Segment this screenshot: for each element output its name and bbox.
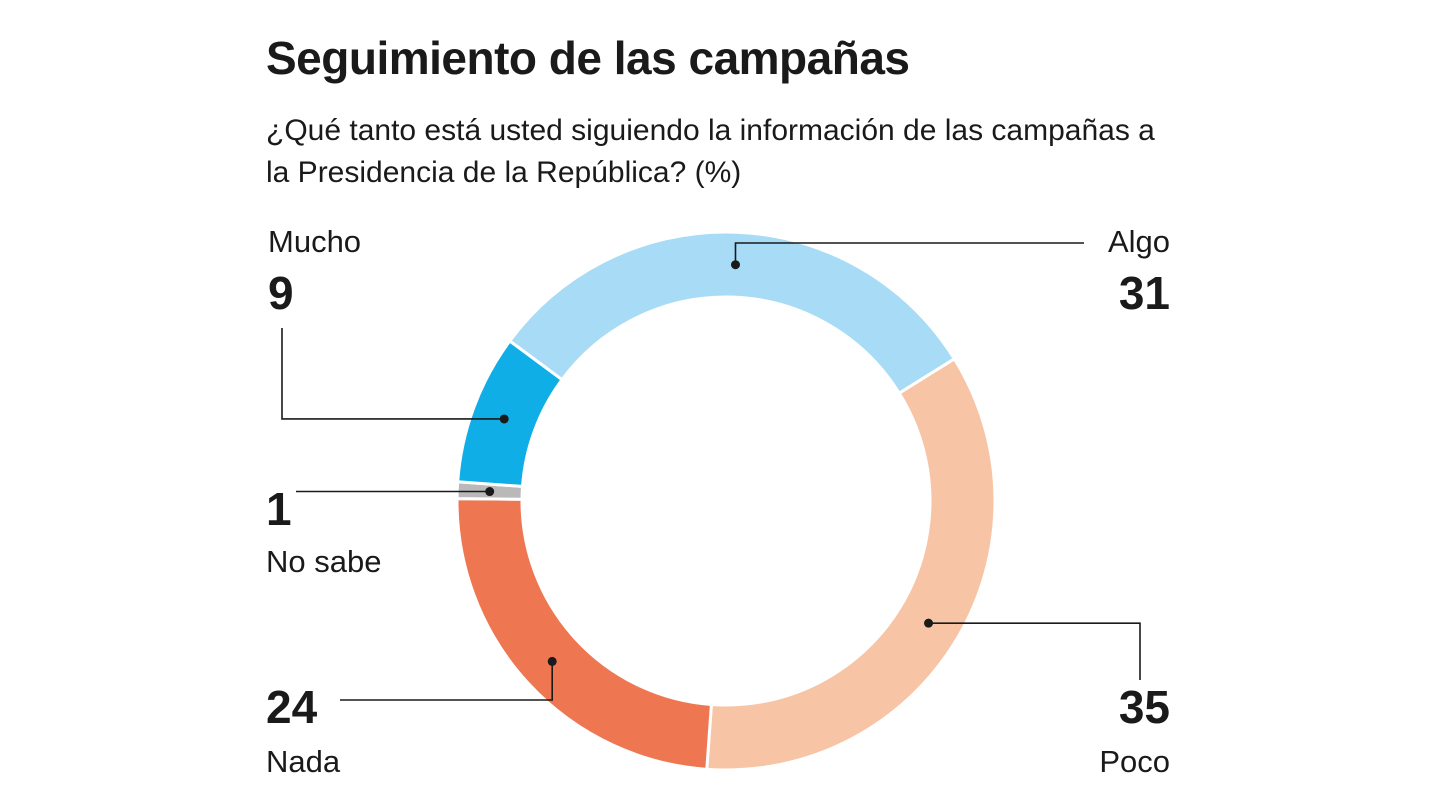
chart-subtitle: ¿Qué tanto está usted siguiendo la infor… xyxy=(266,114,1155,189)
label-poco-value: 35 xyxy=(1118,681,1170,733)
label-nosabe-category: No sabe xyxy=(266,544,382,579)
chart-title: Seguimiento de las campañas xyxy=(266,32,910,84)
leader-dot-no-sabe xyxy=(485,487,495,497)
leader-dot-poco xyxy=(924,618,934,628)
leader-dot-nada xyxy=(547,656,557,666)
label-mucho-category: Mucho xyxy=(268,224,362,259)
label-nosabe-value: 1 xyxy=(266,483,292,535)
label-poco-category: Poco xyxy=(1099,744,1170,779)
slice-algo xyxy=(507,230,957,396)
label-nada-value: 24 xyxy=(266,681,318,733)
label-algo-value: 31 xyxy=(1118,267,1170,319)
label-algo-category: Algo xyxy=(1107,224,1170,259)
leader-line-mucho xyxy=(281,328,505,420)
label-mucho-value: 9 xyxy=(268,267,294,319)
leader-line-poco xyxy=(928,622,1141,680)
leader-dot-algo xyxy=(730,260,740,270)
label-nada-category: Nada xyxy=(266,744,341,779)
leader-dot-mucho xyxy=(499,414,509,424)
leader-line-nada xyxy=(340,661,553,701)
slice-mucho xyxy=(456,338,565,489)
slice-poco xyxy=(705,356,997,772)
slice-nada xyxy=(455,497,714,771)
leader-line-algo xyxy=(734,242,1084,265)
